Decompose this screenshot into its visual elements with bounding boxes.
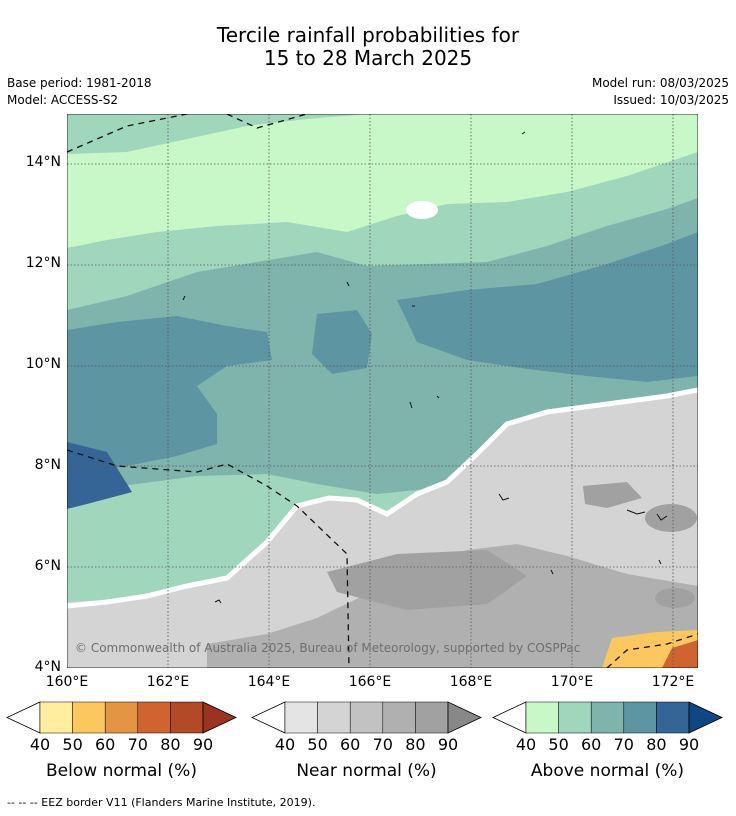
colorbar-upper-extend (447, 701, 482, 734)
colorbar-swatch (558, 701, 592, 734)
region-near-80-far-east (645, 504, 697, 532)
colorbar-tick-label: 60 (340, 735, 361, 754)
colorbar-swatch (349, 701, 384, 734)
region-above-70-west (67, 316, 272, 474)
colorbar-upper-extend (688, 701, 723, 734)
colorbar-tick-label: 40 (29, 735, 51, 754)
region-near-80-south-east (655, 588, 695, 608)
latitude-label: 8°N (34, 457, 61, 473)
longitude-label: 160°E (45, 674, 89, 690)
probability-map (67, 114, 698, 668)
colorbar-swatch (104, 701, 139, 734)
meta-right: Model run: 08/03/2025 Issued: 10/03/2025 (592, 75, 729, 109)
longitude-label: 162°E (146, 674, 190, 690)
colorbar-swatch (415, 701, 449, 734)
colorbar-tick-label: 60 (581, 735, 602, 754)
region-near-80 (327, 550, 527, 610)
colorbar-title: Near normal (%) (296, 761, 437, 781)
colorbar-swatch (72, 701, 106, 734)
colorbar-tick-label: 50 (307, 735, 328, 754)
colorbar-tick-label: 80 (405, 735, 426, 754)
graticule (67, 114, 698, 668)
latitude-label: 10°N (25, 356, 61, 372)
model-name: Model: ACCESS-S2 (7, 93, 119, 107)
colorbar-swatch (623, 701, 657, 734)
region-white-blob (406, 201, 438, 219)
colorbar-upper-extend (202, 701, 237, 734)
colorbar-tick-label: 80 (160, 735, 181, 754)
colorbar-swatch (137, 701, 171, 734)
map-title-line1: Tercile rainfall probabilities for (216, 23, 520, 47)
colorbar (6, 701, 237, 734)
islands (182, 131, 668, 604)
eez-borders (67, 114, 698, 668)
colorbar-tick-label: 50 (62, 735, 83, 754)
latitude-label: 4°N (34, 659, 61, 675)
longitude-label: 172°E (651, 674, 695, 690)
longitude-label: 166°E (348, 674, 392, 690)
colorbar-swatch (656, 701, 690, 734)
base-period: Base period: 1981-2018 (7, 76, 152, 90)
issued-date: Issued: 10/03/2025 (613, 93, 729, 107)
colorbar-swatch (525, 701, 559, 734)
colorbar-swatch (590, 701, 625, 734)
colorbar-tick-label: 70 (613, 735, 634, 754)
region-above-70-east (397, 232, 698, 382)
latitude-label: 12°N (25, 255, 61, 271)
colorbar-title: Above normal (%) (530, 761, 685, 781)
longitude-label: 164°E (247, 674, 291, 690)
colorbar-tick-label: 80 (646, 735, 667, 754)
region-near-80-east (583, 482, 642, 508)
colorbar-tick-label: 40 (274, 735, 296, 754)
map-title-line2: 15 to 28 March 2025 (263, 46, 473, 70)
colorbar-tick-label: 70 (372, 735, 393, 754)
colorbar-tick-label: 50 (548, 735, 569, 754)
colorbar-swatch (39, 701, 73, 734)
region-below-70 (662, 640, 698, 668)
colorbar (251, 701, 482, 734)
colorbar-tick-label: 90 (192, 735, 214, 754)
colorbar-title: Below normal (%) (46, 761, 197, 781)
longitude-label: 170°E (550, 674, 594, 690)
region-above-60 (67, 198, 698, 494)
region-above-40-north (67, 114, 698, 248)
colorbar (492, 701, 723, 734)
copyright-notice: © Commonwealth of Australia 2025, Bureau… (75, 641, 581, 655)
colorbar-tick-label: 60 (95, 735, 116, 754)
colorbar-lower-extend (492, 701, 527, 734)
colorbar-tick-label: 90 (678, 735, 700, 754)
eez-footnote: -- -- -- EEZ border V11 (Flanders Marine… (7, 796, 316, 809)
colorbar-swatch (317, 701, 351, 734)
regime-boundary (67, 387, 698, 609)
colorbar-lower-extend (251, 701, 286, 734)
latitude-label: 6°N (34, 558, 61, 574)
colorbar-tick-label: 70 (127, 735, 148, 754)
region-above-70-mid (312, 310, 372, 374)
meta-left: Base period: 1981-2018 Model: ACCESS-S2 (7, 75, 152, 109)
region-above-40-blob (154, 154, 190, 162)
colorbar-swatch (284, 701, 318, 734)
colorbar-tick-label: 90 (437, 735, 459, 754)
colorbar-swatch (170, 701, 204, 734)
region-above-80-west (67, 442, 132, 509)
colorbar-tick-label: 40 (515, 735, 537, 754)
model-run: Model run: 08/03/2025 (591, 76, 729, 90)
latitude-label: 14°N (25, 154, 61, 170)
colorbar-swatch (382, 701, 416, 734)
longitude-label: 168°E (449, 674, 493, 690)
colorbar-lower-extend (6, 701, 41, 734)
